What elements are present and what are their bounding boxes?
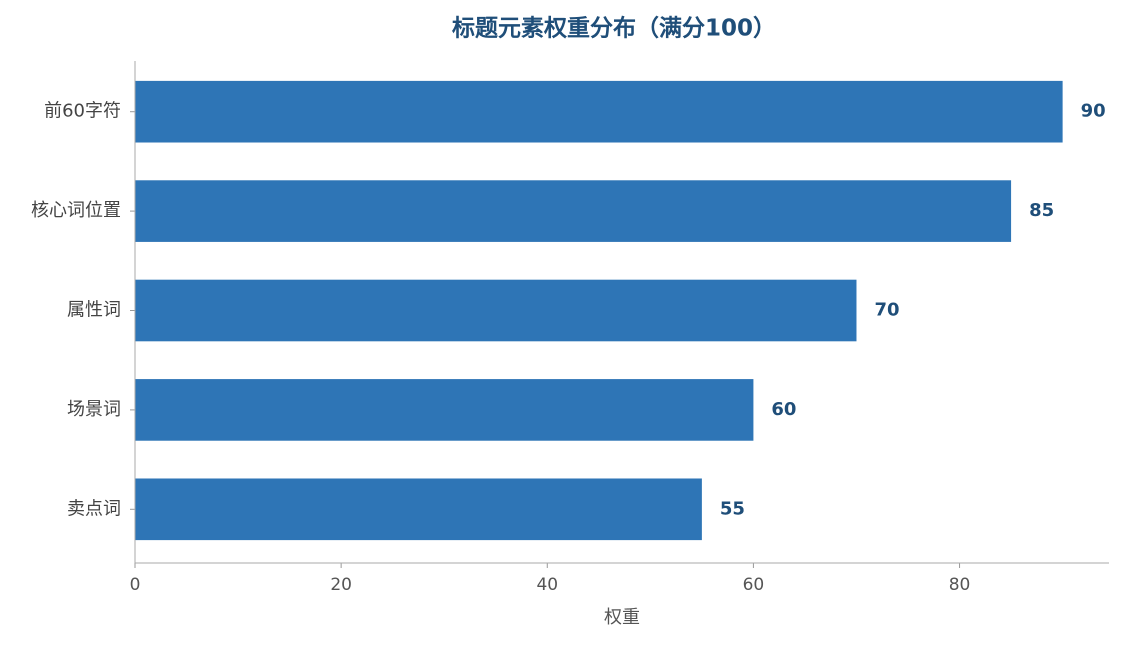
y-tick-label: 属性词 — [67, 300, 121, 321]
x-axis-label: 权重 — [604, 607, 640, 628]
value-label: 55 — [720, 498, 745, 519]
x-tick-label: 0 — [130, 575, 141, 595]
bar — [135, 279, 857, 342]
y-tick-label: 场景词 — [67, 399, 121, 420]
y-tick-label: 前60字符 — [44, 101, 121, 122]
bar — [135, 180, 1012, 242]
value-label: 70 — [874, 300, 899, 321]
bar — [135, 478, 702, 541]
bar — [135, 379, 754, 441]
x-tick-label: 60 — [743, 575, 765, 595]
bar — [135, 80, 1063, 143]
value-label: 90 — [1081, 101, 1106, 122]
chart-title: 标题元素权重分布（满分100） — [452, 15, 776, 42]
value-label: 60 — [771, 399, 796, 420]
y-tick-label: 核心词位置 — [31, 200, 121, 221]
x-tick-label: 20 — [330, 575, 352, 595]
value-label: 85 — [1029, 200, 1054, 221]
y-tick-label: 卖点词 — [67, 498, 121, 519]
x-tick-label: 40 — [536, 575, 558, 595]
x-tick-label: 80 — [949, 575, 971, 595]
